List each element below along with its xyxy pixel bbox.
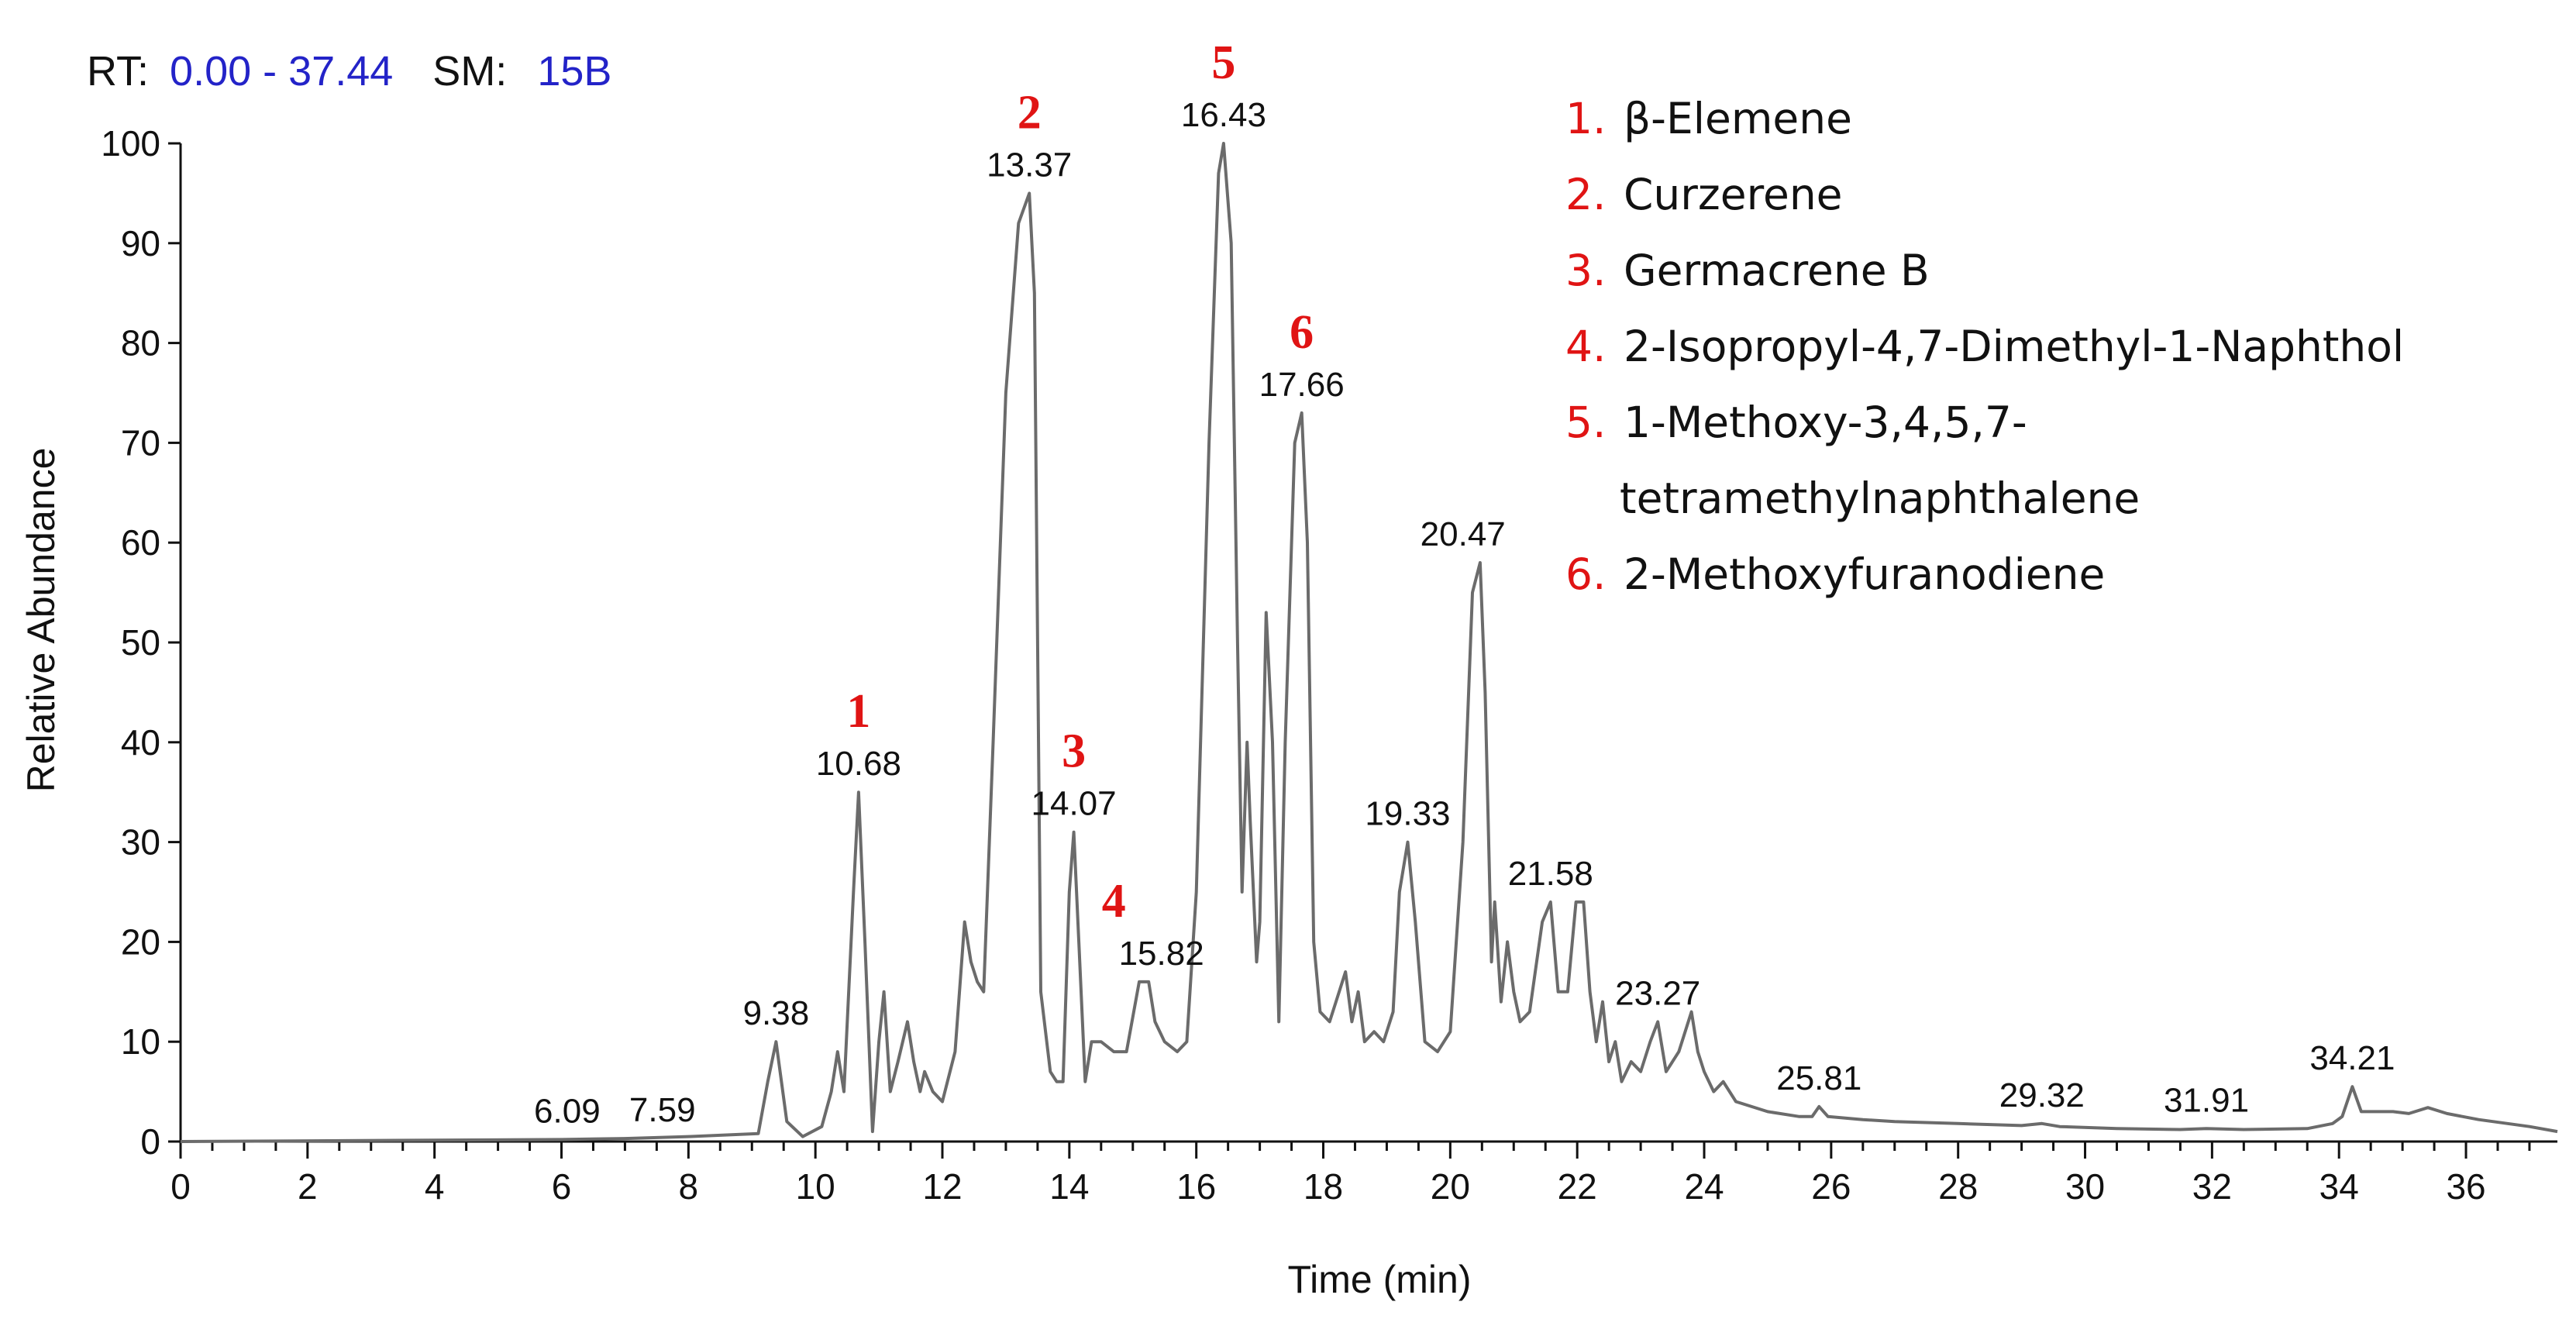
y-tick-label: 80: [121, 323, 160, 363]
x-tick-label: 16: [1176, 1166, 1216, 1207]
peak-label: 13.37: [987, 146, 1072, 184]
svg-text:RT: 0.00 - 37.44 S: RT: 0.00 - 37.44 SM: 15B: [87, 48, 611, 95]
y-tick-label: 70: [121, 422, 160, 463]
legend-compound-name: Germacrene B: [1624, 246, 1930, 295]
legend-item: 1. β-Elemene: [1565, 94, 1852, 143]
x-tick-label: 24: [1684, 1166, 1724, 1207]
x-tick-label: 36: [2446, 1166, 2485, 1207]
x-tick-label: 22: [1558, 1166, 1597, 1207]
peak-label: 29.32: [1999, 1076, 2085, 1114]
legend-item: 6. 2-Methoxyfuranodiene: [1565, 549, 2105, 599]
y-ticks: 0 10 20 30 40 50 60 70 80 90 100: [101, 123, 181, 1162]
x-tick-label: 28: [1938, 1166, 1978, 1207]
compound-marker: 5: [1211, 36, 1235, 89]
axes: [179, 143, 2557, 1143]
x-tick-label: 26: [1811, 1166, 1851, 1207]
peak-label: 6.09: [534, 1092, 601, 1130]
peak-label: 31.91: [2164, 1081, 2249, 1119]
compound-marker: 1: [846, 685, 870, 738]
x-axis-title: Time (min): [1287, 1258, 1471, 1301]
compound-marker: 4: [1102, 875, 1126, 928]
y-tick-label: 50: [121, 622, 160, 663]
legend-item: 4. 2-Isopropyl-4,7-Dimethyl-1-Naphthol: [1565, 322, 2404, 371]
peak-label: 7.59: [629, 1091, 696, 1129]
compound-legend: 1. β-Elemene 2. Curzerene 3. Germacrene B 4. 2-…: [1565, 94, 2404, 599]
sm-label: SM:: [432, 48, 507, 95]
rt-range: 0.00 - 37.44: [170, 48, 393, 95]
y-tick-label: 0: [140, 1121, 160, 1162]
y-tick-label: 40: [121, 722, 160, 763]
y-tick-label: 60: [121, 522, 160, 563]
y-tick-label: 20: [121, 921, 160, 962]
legend-number: 4.: [1565, 322, 1606, 371]
x-ticks: 0 2 4 6 8 10 12 14 16 18 20 22 24 26 28 30 32 34 36: [170, 1142, 2531, 1207]
legend-compound-name: 2-Isopropyl-4,7-Dimethyl-1-Naphthol: [1624, 322, 2404, 371]
x-tick-label: 12: [922, 1166, 962, 1207]
compound-markers: 1 2 3 4 5 6: [846, 36, 1314, 928]
peak-label: 20.47: [1421, 515, 1506, 553]
x-tick-label: 30: [2065, 1166, 2105, 1207]
peak-label: 9.38: [743, 994, 810, 1032]
legend-item: 5. 1-Methoxy-3,4,5,7- tetramethylnaphthale…: [1565, 398, 2140, 523]
x-tick-label: 0: [170, 1166, 191, 1207]
peak-label: 10.68: [816, 745, 901, 783]
compound-marker: 2: [1018, 86, 1042, 139]
x-tick-label: 6: [552, 1166, 572, 1207]
chromatogram-trace: [180, 142, 2558, 1143]
legend-number: 5.: [1565, 398, 1606, 447]
legend-number: 1.: [1565, 94, 1606, 143]
peak-label: 25.81: [1776, 1059, 1861, 1097]
y-tick-label: 30: [121, 822, 160, 863]
legend-item: 3. Germacrene B: [1565, 246, 1930, 295]
sm-value: 15B: [537, 48, 611, 95]
x-tick-label: 2: [298, 1166, 318, 1207]
peak-label: 21.58: [1508, 855, 1593, 893]
peak-label: 23.27: [1615, 974, 1700, 1012]
peak-label: 14.07: [1031, 785, 1117, 823]
peak-label: 16.43: [1181, 96, 1266, 134]
legend-compound-name-continued: tetramethylnaphthalene: [1620, 474, 2140, 523]
x-tick-label: 32: [2192, 1166, 2232, 1207]
y-tick-label: 10: [121, 1021, 160, 1062]
y-tick-label: 90: [121, 223, 160, 263]
legend-number: 2.: [1565, 170, 1606, 219]
run-header: RT: 0.00 - 37.44 SM: 15B: [87, 48, 611, 95]
legend-item: 2. Curzerene: [1565, 170, 1843, 219]
peak-label: 19.33: [1365, 795, 1450, 833]
x-tick-label: 20: [1431, 1166, 1470, 1207]
x-tick-label: 10: [796, 1166, 835, 1207]
compound-marker: 6: [1290, 306, 1314, 359]
legend-compound-name: Curzerene: [1624, 170, 1843, 219]
legend-number: 3.: [1565, 246, 1606, 295]
legend-compound-name: 2-Methoxyfuranodiene: [1624, 549, 2105, 599]
legend-number: 6.: [1565, 549, 1606, 599]
x-tick-label: 34: [2319, 1166, 2359, 1207]
x-tick-label: 18: [1303, 1166, 1343, 1207]
y-tick-label: 100: [101, 123, 160, 164]
peak-label: 34.21: [2309, 1039, 2395, 1077]
x-tick-label: 4: [425, 1166, 445, 1207]
y-axis-title: Relative Abundance: [19, 448, 63, 793]
rt-label: RT:: [87, 48, 149, 95]
legend-compound-name: β-Elemene: [1624, 94, 1852, 143]
x-tick-label: 14: [1049, 1166, 1089, 1207]
legend-compound-name: 1-Methoxy-3,4,5,7-: [1624, 398, 2027, 447]
peak-label: 15.82: [1119, 935, 1204, 973]
peak-label: 17.66: [1259, 366, 1345, 404]
x-tick-label: 8: [679, 1166, 699, 1207]
compound-marker: 3: [1062, 725, 1086, 778]
peak-labels: 6.09 7.599.3810.6813.3714.0715.8216.4317.…: [534, 96, 2395, 1130]
